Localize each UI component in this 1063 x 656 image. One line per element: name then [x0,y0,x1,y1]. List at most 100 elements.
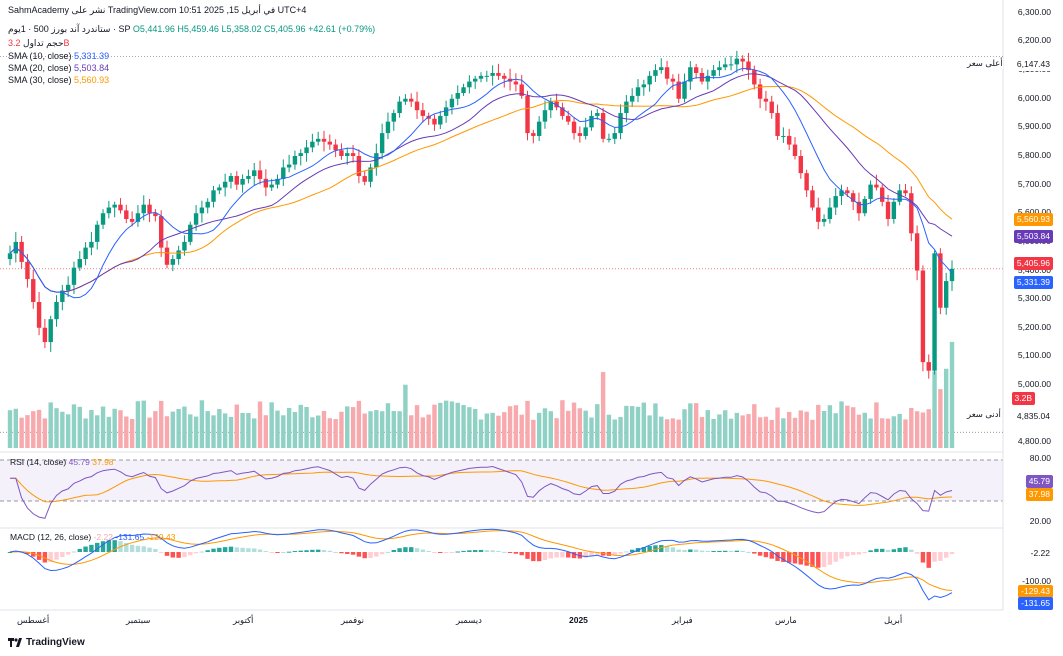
volume-bar [484,413,490,448]
macd-histogram-bar [810,552,815,567]
volume-value: 3.2B [8,38,70,48]
volume-bar [286,407,292,448]
candle-body [595,113,600,116]
volume-bar [409,415,414,448]
candle-body [403,98,408,102]
macd-histogram-bar [670,547,676,552]
macd-signal-tag: -129.43 [1018,585,1053,598]
volume-bar [914,411,920,448]
volume-bar [36,409,42,448]
candle-body [589,115,594,128]
volume-bar [281,415,286,448]
volume-bar [252,418,257,448]
volume-bar [519,414,524,448]
macd-histogram-bar [664,546,670,552]
volume-bar [455,402,460,448]
volume-bar [356,400,362,448]
volume-bar [42,418,48,448]
candle-body [688,67,693,82]
candle-body [345,153,350,156]
candle-body [647,75,652,85]
volume-bar [345,406,350,448]
volume-bar [275,410,280,448]
volume-bar [699,417,705,448]
volume-bar [327,418,333,448]
sma20-line [9,73,953,293]
tradingview-brand: TradingView [26,637,85,648]
candle-body [106,207,112,214]
volume-bar [688,403,693,448]
candle-body [868,184,873,199]
candle-body [938,253,943,308]
candle-body [874,184,879,188]
candle-body [60,290,65,302]
tradingview-logo[interactable]: TradingView [8,637,85,648]
macd-histogram-bar [786,552,792,563]
candle-body [83,247,88,260]
rsi-axis-80: 80.00 [1029,453,1051,463]
candle-body [880,187,885,202]
candle-body [583,127,588,136]
macd-histogram-bar [612,552,617,556]
volume-bar [298,404,303,448]
rsi-line [10,465,953,519]
macd-histogram-bar [723,550,728,552]
candle-body [315,138,321,142]
candle-body [432,118,437,125]
macd-histogram-bar [281,551,286,553]
candle-body [7,253,13,260]
volume-bar [222,413,228,448]
volume-bar [653,403,658,448]
candle-body [914,233,920,271]
rsi-ma-tag: 37.98 [1025,488,1053,501]
volume-bar [193,416,199,448]
volume-bar [60,411,65,448]
volume-bar [571,402,577,448]
candle-body [193,213,199,225]
candle-body [519,84,524,96]
candle-body [118,204,123,211]
macd-histogram-bar [100,541,106,552]
volume-bar [205,411,210,448]
macd-histogram-bar [560,552,565,558]
candle-body [350,153,356,156]
volume-bar [269,402,274,448]
volume-bar [659,416,664,448]
candle-body [920,270,926,363]
price-axis-label: 5,700.00 [1017,178,1051,189]
macd-histogram-bar [949,552,955,555]
volume-bar [827,405,833,448]
volume-price-tag: 3.2B [1011,392,1035,405]
last-price-tag: 5,405.96 [1013,257,1053,270]
volume-bar [618,416,623,448]
volume-bar [315,415,321,448]
publisher-line: SahmAcademy نشر على TradingView.com في أ… [8,5,307,15]
volume-bar [339,411,344,448]
candle-body [676,81,681,99]
volume-bar [65,414,71,448]
macd-histogram-bar [269,552,274,553]
candle-body [356,156,362,177]
macd-histogram-bar [315,549,321,552]
candle-body [786,135,792,145]
volume-bar [490,412,495,448]
macd-histogram-bar [827,552,833,565]
macd-histogram-bar [472,550,478,552]
macd-histogram-bar [885,549,891,552]
candle-body [292,156,298,165]
macd-histogram-bar [525,552,530,559]
macd-histogram-bar [583,552,588,558]
volume-bar [798,410,804,448]
macd-histogram-bar [513,552,519,554]
candle-body [600,113,606,139]
macd-histogram-bar [455,551,460,553]
macd-histogram-bar [327,550,333,552]
time-axis-label: ديسمبر [456,615,482,625]
candle-body [629,95,635,102]
macd-histogram-bar [659,545,664,552]
macd-histogram-bar [897,547,902,552]
macd-line-tag: -131.65 [1018,597,1053,610]
macd-histogram-bar [263,551,269,553]
volume-bar [257,401,263,448]
